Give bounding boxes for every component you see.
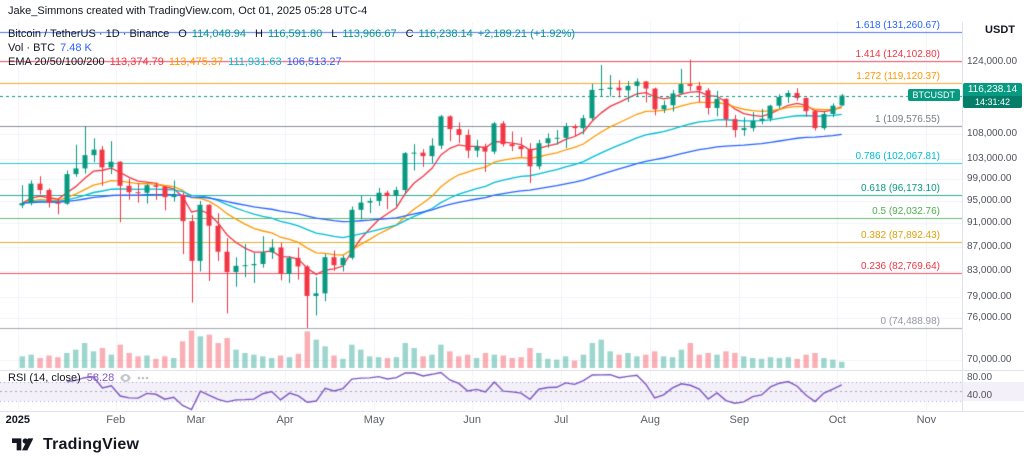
fib-level-label[interactable]: 0.786 (102,067.81): [855, 151, 940, 163]
tradingview-logo-icon: [12, 438, 34, 451]
ema-label: EMA 20/50/100/200: [8, 56, 105, 68]
price-tick-label: 95,000.00: [967, 194, 1012, 206]
time-axis-label: 2025: [5, 414, 31, 426]
price-tick-label: 79,000.00: [967, 291, 1012, 303]
price-tick-label: 91,000.00: [967, 217, 1012, 229]
bar-close-countdown: 14:31:42: [963, 95, 1022, 108]
price-tick-label: 103,000.00: [967, 152, 1018, 164]
last-price-axis-badge: 116,238.14 14:31:42: [963, 82, 1022, 108]
time-axis-label: Apr: [276, 414, 294, 426]
tradingview-logo-link[interactable]: TradingView: [12, 435, 139, 455]
chart-legend: Bitcoin / TetherUS · 1D · Binance O 114,0…: [8, 27, 575, 69]
fib-level-label[interactable]: 1.618 (131,260.67): [855, 20, 940, 31]
rsi-tick-label: 80.00: [967, 371, 993, 383]
fib-level-label[interactable]: 1 (109,576.55): [874, 114, 940, 126]
rsi-legend-row[interactable]: RSI (14, close) 58.28: [8, 372, 149, 384]
fib-level-label[interactable]: 0.618 (96,173.10): [861, 182, 940, 194]
symbol-title[interactable]: Bitcoin / TetherUS · 1D · Binance: [8, 28, 170, 40]
time-axis-separator: [0, 411, 1024, 412]
volume-label: Vol · BTC: [8, 42, 56, 54]
time-axis-label: Feb: [106, 414, 126, 426]
ema20-value: 113,374.79: [109, 56, 164, 68]
symbol-legend-row[interactable]: Bitcoin / TetherUS · 1D · Binance O 114,0…: [8, 27, 575, 41]
last-price-value: 116,238.14: [967, 83, 1018, 95]
open-value: 114,048.94: [191, 28, 247, 40]
visibility-eye-icon[interactable]: [120, 374, 132, 382]
rsi-label: RSI (14, close): [8, 372, 81, 384]
volume-value: 7.48 K: [60, 42, 92, 54]
price-tick-label: 70,000.00: [967, 354, 1012, 366]
close-value: 116,238.14: [418, 28, 473, 40]
fib-level-label[interactable]: 0.5 (92,032.76): [872, 205, 940, 217]
last-price-symbol-badge: BTCUSDT: [907, 88, 960, 101]
more-options-icon[interactable]: [137, 376, 149, 380]
price-tick-label: 99,000.00: [967, 173, 1012, 185]
ema200-value: 106,513.27: [286, 56, 342, 68]
fib-level-label[interactable]: 1.272 (119,120.37): [856, 70, 940, 82]
time-axis-label: Nov: [916, 414, 937, 426]
pane-separator[interactable]: [0, 370, 1024, 371]
rsi-tick-label: 40.00: [967, 390, 993, 402]
rsi-value: 58.28: [86, 372, 115, 384]
time-axis-label: Aug: [640, 414, 661, 426]
time-axis-label: Mar: [186, 414, 206, 426]
time-axis-label: Jun: [463, 414, 481, 426]
price-tick-label: 76,000.00: [967, 311, 1012, 323]
volume-legend-row[interactable]: Vol · BTC 7.48 K: [8, 41, 575, 55]
time-axis-label: May: [363, 414, 385, 426]
change-value: +2,189.21 (+1.92%): [477, 28, 576, 40]
ema-legend-row[interactable]: EMA 20/50/100/200 113,374.79 113,475.37 …: [8, 55, 575, 69]
ema50-value: 113,475.37: [168, 56, 224, 68]
fib-level-label[interactable]: 0.382 (87,892.43): [861, 229, 940, 241]
open-label: O: [178, 28, 187, 40]
time-axis-label: Jul: [554, 414, 569, 426]
high-value: 116,591.80: [267, 28, 323, 40]
attribution-text: Jake_Simmons created with TradingView.co…: [8, 5, 368, 17]
high-label: H: [255, 28, 263, 40]
low-label: L: [331, 28, 338, 40]
fib-level-label[interactable]: 1.414 (124,102.80): [855, 49, 940, 61]
price-axis-unit: USDT: [985, 24, 1015, 36]
price-tick-label: 83,000.00: [967, 265, 1012, 277]
price-axis-separator[interactable]: [962, 22, 963, 411]
price-tick-label: 124,000.00: [967, 55, 1018, 67]
fib-level-label[interactable]: 0 (74,488.98): [880, 316, 941, 327]
fib-level-label[interactable]: 0.236 (82,769.64): [861, 260, 940, 272]
tradingview-brand-text: TradingView: [43, 436, 140, 453]
close-label: C: [405, 28, 414, 40]
price-tick-label: 87,000.00: [967, 240, 1012, 252]
price-chart-canvas[interactable]: [0, 22, 962, 412]
ema100-value: 111,931.63: [228, 56, 282, 68]
low-value: 113,966.67: [342, 28, 397, 40]
price-tick-label: 108,000.00: [967, 127, 1018, 139]
time-axis-label: Sep: [729, 414, 750, 426]
time-axis-label: Oct: [828, 414, 846, 426]
